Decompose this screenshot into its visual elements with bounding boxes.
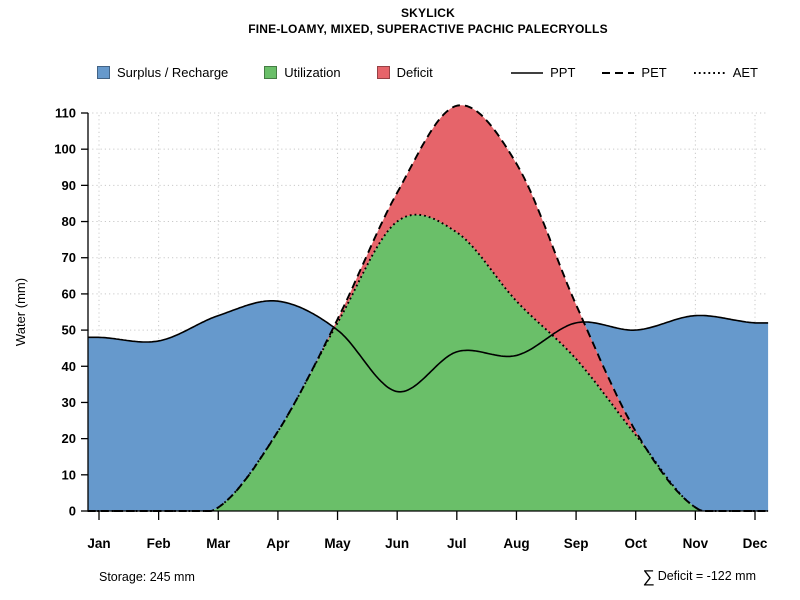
sigma-icon: ∑ <box>642 567 655 586</box>
deficit-swatch-icon <box>376 66 390 79</box>
svg-text:0: 0 <box>69 504 76 519</box>
deficit-area <box>87 105 769 512</box>
legend-item-deficit: Deficit <box>376 65 433 80</box>
svg-text:10: 10 <box>62 467 76 482</box>
svg-text:60: 60 <box>62 286 76 301</box>
legend-item-surplus: Surplus / Recharge <box>97 65 228 80</box>
svg-text:40: 40 <box>62 359 76 374</box>
svg-text:110: 110 <box>55 106 76 121</box>
svg-text:50: 50 <box>62 323 76 338</box>
svg-text:80: 80 <box>62 214 76 229</box>
svg-text:70: 70 <box>62 250 76 265</box>
svg-text:Aug: Aug <box>503 536 529 551</box>
chart-legend: Surplus / Recharge Utilization Deficit P… <box>97 65 758 80</box>
svg-text:100: 100 <box>54 142 76 157</box>
svg-text:Jun: Jun <box>385 536 409 551</box>
pet-line <box>87 104 769 512</box>
svg-text:Dec: Dec <box>743 536 768 551</box>
axes: 0 10 20 30 40 50 60 70 80 90 100 110 Jan Feb Mar Apr May… <box>13 106 768 551</box>
svg-text:Feb: Feb <box>147 536 171 551</box>
aet-line-icon <box>693 67 727 79</box>
svg-text:Mar: Mar <box>206 536 231 551</box>
svg-text:30: 30 <box>62 395 76 410</box>
svg-text:90: 90 <box>62 178 76 193</box>
svg-text:Jan: Jan <box>87 536 110 551</box>
legend-label-surplus: Surplus / Recharge <box>117 65 229 80</box>
legend-item-ppt: PPT <box>510 65 575 80</box>
utilization-swatch-icon <box>264 66 278 79</box>
page-subtitle: FINE-LOAMY, MIXED, SUPERACTIVE PACHIC PA… <box>248 22 608 36</box>
pet-line-icon <box>601 67 635 79</box>
page-title: SKYLICK <box>400 6 456 20</box>
legend-item-aet: AET <box>693 65 758 80</box>
legend-item-pet: PET <box>601 65 667 80</box>
ppt-line-icon <box>510 67 544 79</box>
deficit-annotation: ∑ Deficit = -122 mm <box>643 567 756 587</box>
svg-text:Jul: Jul <box>447 536 467 551</box>
legend-label-ppt: PPT <box>550 65 576 80</box>
legend-label-deficit: Deficit <box>396 65 433 80</box>
legend-label-aet: AET <box>732 65 758 80</box>
svg-text:May: May <box>324 536 351 551</box>
svg-text:Apr: Apr <box>266 536 290 551</box>
surplus-swatch-icon <box>97 66 110 79</box>
deficit-text: Deficit = -122 mm <box>657 569 756 583</box>
surplus-area <box>87 105 769 512</box>
svg-text:20: 20 <box>62 431 76 446</box>
svg-text:Sep: Sep <box>564 536 589 551</box>
legend-label-utilization: Utilization <box>284 65 341 80</box>
svg-text:Oct: Oct <box>624 536 647 551</box>
utilization-area <box>87 214 769 511</box>
svg-text:Nov: Nov <box>683 536 709 551</box>
legend-item-utilization: Utilization <box>264 65 341 80</box>
y-axis-title: Water (mm) <box>13 278 28 346</box>
aet-line <box>87 213 769 512</box>
ppt-line <box>87 300 769 393</box>
storage-annotation: Storage: 245 mm <box>99 570 195 584</box>
legend-line-group: PPT PET AET <box>484 65 758 80</box>
legend-label-pet: PET <box>641 65 667 80</box>
